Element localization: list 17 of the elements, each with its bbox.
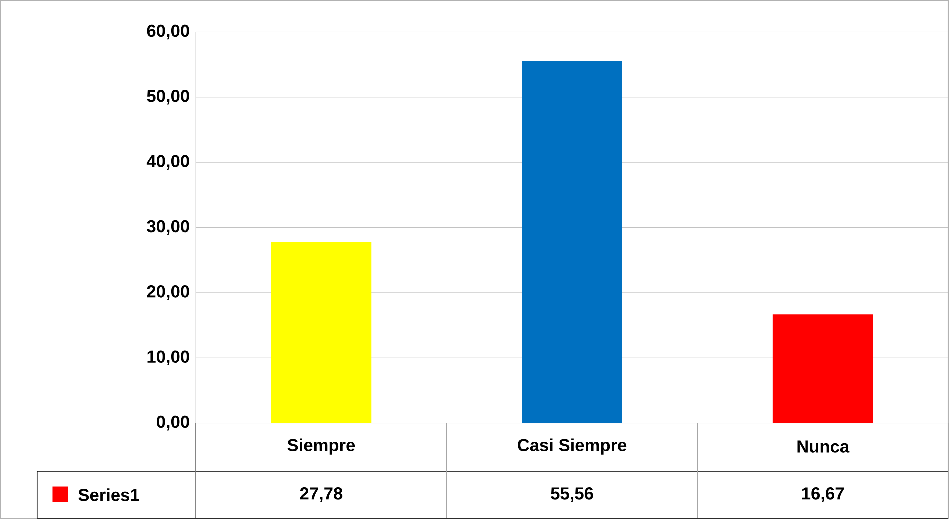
y-tick-label: 0,00 (157, 416, 190, 431)
x-tick-label: Casi Siempre (518, 438, 627, 455)
x-tick-label: Nunca (798, 440, 850, 453)
legend-label: Series1 (78, 488, 140, 502)
x-tick-label: Siempre (288, 438, 356, 455)
y-tick-label: 30,00 (147, 220, 190, 236)
y-tick-label: 40,00 (146, 155, 190, 170)
bar (522, 61, 622, 424)
y-tick-label: 60,00 (147, 24, 190, 40)
bar (271, 242, 372, 424)
y-tick-label: 50,00 (147, 90, 190, 105)
y-tick-label: 20,00 (147, 286, 190, 300)
data-label: 55,56 (551, 488, 594, 502)
y-tick-label: 10,00 (148, 350, 190, 366)
bar (772, 314, 874, 424)
data-label: 16,67 (802, 488, 844, 502)
data-label: 27,78 (300, 488, 343, 502)
